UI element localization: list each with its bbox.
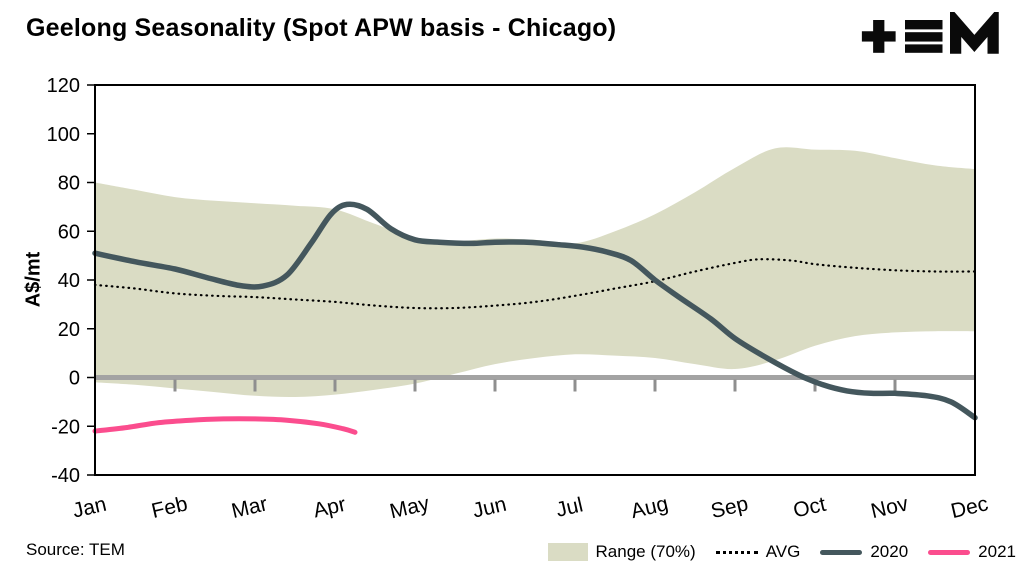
series-line-2021 [92, 416, 358, 435]
x-tick-label: Sep [709, 492, 751, 523]
legend-item-2020: 2020 [820, 542, 908, 562]
series-line-avg [93, 258, 977, 310]
x-tick-label: Dec [949, 492, 991, 523]
x-tick-label: Jan [70, 493, 108, 523]
y-tick-label: 100 [47, 124, 80, 146]
range-band-swatch [547, 543, 588, 561]
legend-label-2020: 2020 [870, 542, 909, 561]
legend-item-range: Range (70%) [547, 542, 696, 562]
tem-logo-icon [861, 6, 999, 54]
line-2021-sample [928, 549, 971, 555]
x-tick-label: Mar [229, 492, 269, 523]
y-tick-label: -40 [51, 465, 80, 487]
y-tick-label: -20 [51, 416, 80, 438]
x-tick-label: Oct [791, 493, 828, 523]
y-tick-label: 20 [58, 319, 80, 341]
legend-label-2021: 2021 [978, 542, 1016, 561]
x-tick-label: Apr [311, 493, 348, 523]
legend-item-avg: AVG [715, 542, 801, 562]
x-tick-label: May [388, 492, 432, 523]
y-tick-label: 40 [58, 270, 80, 292]
line-2020-sample [820, 549, 863, 555]
logo-plus-icon [861, 20, 896, 53]
y-tick-label: 80 [58, 173, 80, 195]
logo-m-icon [950, 6, 999, 54]
legend-item-2021: 2021 [928, 542, 1016, 562]
y-tick-label: 0 [69, 368, 80, 390]
y-tick-label: 120 [47, 75, 80, 97]
avg-line-sample [715, 550, 758, 554]
source-label: Source: TEM [26, 540, 125, 559]
x-tick-label: Jul [554, 493, 585, 521]
x-tick-label: Nov [869, 492, 911, 523]
range-band [95, 147, 975, 398]
tem-logo [860, 6, 1010, 63]
page-title: Geelong Seasonality (Spot APW basis - Ch… [26, 14, 617, 42]
logo-bars-icon [905, 20, 943, 53]
chart-legend: Range (70%) AVG 2020 2021 [547, 542, 1016, 562]
legend-label-range: Range (70%) [595, 542, 696, 561]
legend-label-avg: AVG [765, 542, 801, 561]
y-tick-label: 60 [58, 221, 80, 243]
series-line-2020 [92, 201, 978, 421]
x-tick-label: Jun [470, 493, 508, 523]
x-tick-label: Feb [149, 492, 189, 523]
x-tick-label: Aug [629, 492, 671, 523]
